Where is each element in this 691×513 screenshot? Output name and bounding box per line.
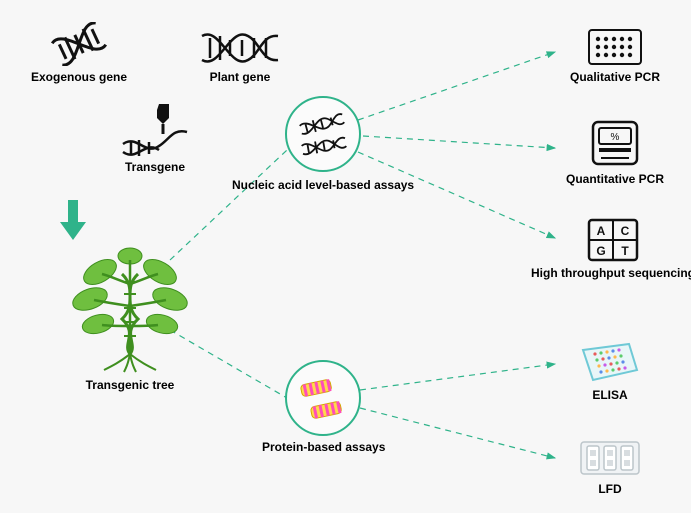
transgene-label: Transgene [125, 160, 185, 174]
qualitative-pcr-label: Qualitative PCR [570, 70, 660, 84]
sequencing-icon: A C G T [587, 218, 639, 262]
dna-icon [51, 22, 107, 66]
dna-helix-icon [200, 30, 280, 66]
nucleic-acid-hub [285, 96, 361, 172]
elisa-node: ELISA [560, 340, 660, 402]
quantitative-pcr-label: Quantitative PCR [566, 172, 664, 186]
svg-text:T: T [621, 244, 629, 258]
qpcr-machine-icon: % [587, 118, 643, 168]
lfd-node: LFD [560, 438, 660, 496]
plant-gene-node: Plant gene [180, 30, 300, 84]
svg-text:G: G [596, 244, 605, 258]
exogenous-gene-label: Exogenous gene [31, 70, 127, 84]
protein-hub [285, 360, 361, 436]
plant-dna-icon [70, 244, 190, 374]
nucleic-hub-label: Nucleic acid level-based assays [232, 178, 414, 192]
pcr-plate-icon [587, 28, 643, 66]
arrow-down-icon [60, 200, 86, 240]
exogenous-gene-node: Exogenous gene [24, 22, 134, 84]
transgene-node: Transgene [105, 100, 205, 174]
svg-text:A: A [597, 224, 606, 238]
svg-text:C: C [621, 224, 630, 238]
hts-node: A C G T High throughput sequencing [528, 218, 691, 280]
lfd-strips-icon [579, 438, 641, 478]
plant-gene-label: Plant gene [210, 70, 271, 84]
transgenic-tree-node: Transgenic tree [60, 244, 200, 392]
hts-label: High throughput sequencing [531, 266, 691, 280]
elisa-label: ELISA [592, 388, 627, 402]
transgenic-tree-label: Transgenic tree [86, 378, 175, 392]
svg-text:%: % [611, 132, 620, 143]
protein-hub-label: Protein-based assays [262, 440, 385, 454]
protein-icon [297, 375, 349, 421]
lfd-label: LFD [598, 482, 621, 496]
elisa-plate-icon [579, 340, 641, 384]
qualitative-pcr-node: Qualitative PCR [560, 28, 670, 84]
dna-pair-icon [298, 112, 348, 156]
transgene-icon [119, 100, 191, 156]
quantitative-pcr-node: % Quantitative PCR [560, 118, 670, 186]
